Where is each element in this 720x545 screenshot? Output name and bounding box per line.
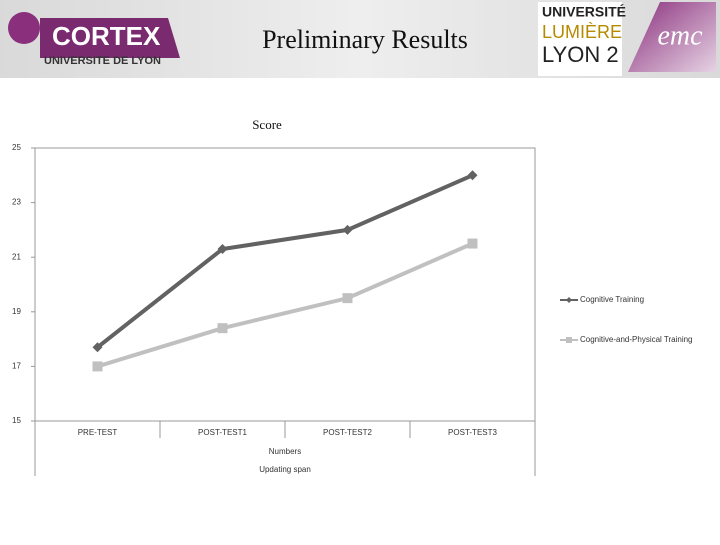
data-point <box>467 238 478 249</box>
data-point <box>217 244 228 255</box>
logo-left-subtitle: UNIVERSITE DE LYON <box>44 55 161 67</box>
logo-left-bg <box>40 18 180 58</box>
y-tick-label: 25 <box>12 143 21 152</box>
y-tick-label: 19 <box>12 307 21 316</box>
x-group-label: Updating span <box>259 465 311 474</box>
emc-text: emc <box>657 20 703 51</box>
data-point <box>342 224 353 235</box>
data-point <box>342 293 353 304</box>
y-tick-label: 23 <box>12 198 21 207</box>
chart: Score 15 17 19 21 23 25 PRE-TEST POST-TEST1 POST-… <box>12 117 693 476</box>
legend-label: Cognitive-and-Physical Training <box>580 335 693 344</box>
slide-title: Preliminary Results <box>262 25 468 54</box>
logo-left-name: CORTEX <box>52 21 161 51</box>
x-group-label: Numbers <box>269 447 301 456</box>
x-tick-label: POST-TEST2 <box>323 428 372 437</box>
plot-frame <box>34 147 536 422</box>
data-point <box>467 170 478 181</box>
logo-right-line: LUMIÈRE <box>542 22 622 42</box>
logo-right-line: UNIVERSITÉ <box>542 4 626 20</box>
data-point <box>566 337 572 343</box>
data-point <box>92 342 103 353</box>
y-tick-label: 21 <box>12 252 21 261</box>
series-line <box>96 241 474 369</box>
logo-right-line: LYON 2 <box>542 42 619 67</box>
y-tick-label: 15 <box>12 416 21 425</box>
x-tick-label: PRE-TEST <box>78 428 118 437</box>
brain-icon <box>8 12 40 44</box>
emc-badge <box>628 2 716 72</box>
x-tick-label: POST-TEST1 <box>198 428 247 437</box>
logo-right-bg <box>538 2 622 76</box>
data-point <box>92 361 103 372</box>
y-tick-label: 17 <box>12 362 21 371</box>
data-point <box>566 297 572 303</box>
legend-label: Cognitive Training <box>580 295 644 304</box>
x-tick-label: POST-TEST3 <box>448 428 497 437</box>
chart-title: Score <box>252 117 282 132</box>
series-line <box>96 173 474 349</box>
data-point <box>217 323 228 334</box>
